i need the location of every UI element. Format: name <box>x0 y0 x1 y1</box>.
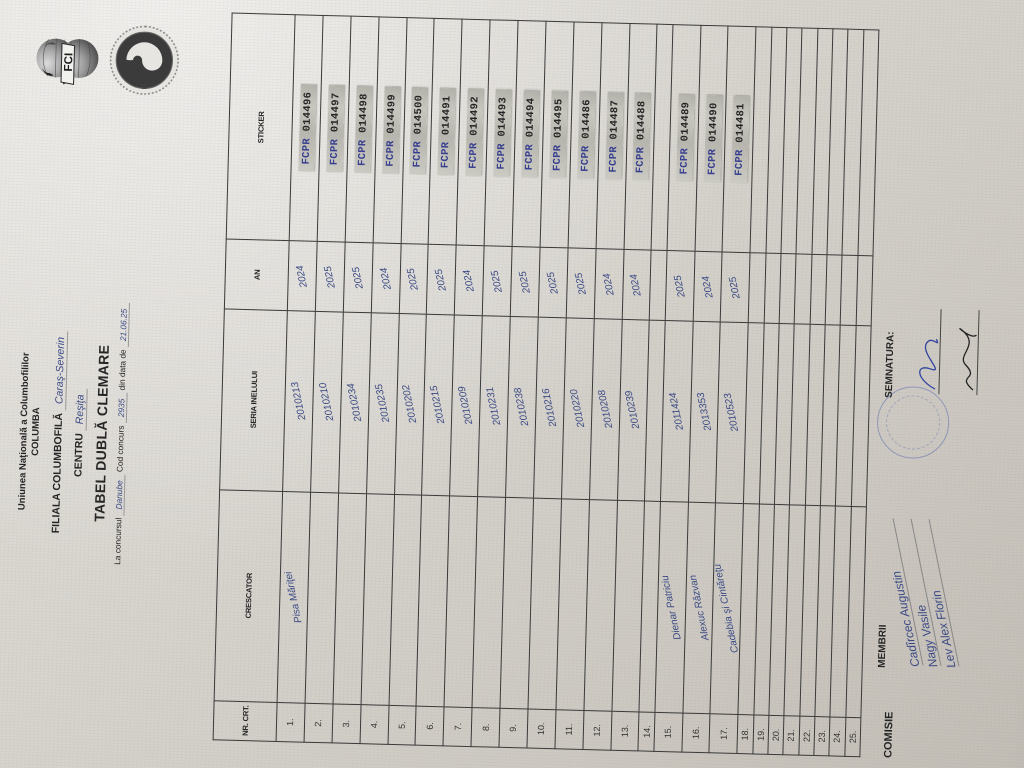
svg-text:FCI: FCI <box>62 53 75 72</box>
svg-text:U: U <box>140 83 149 89</box>
